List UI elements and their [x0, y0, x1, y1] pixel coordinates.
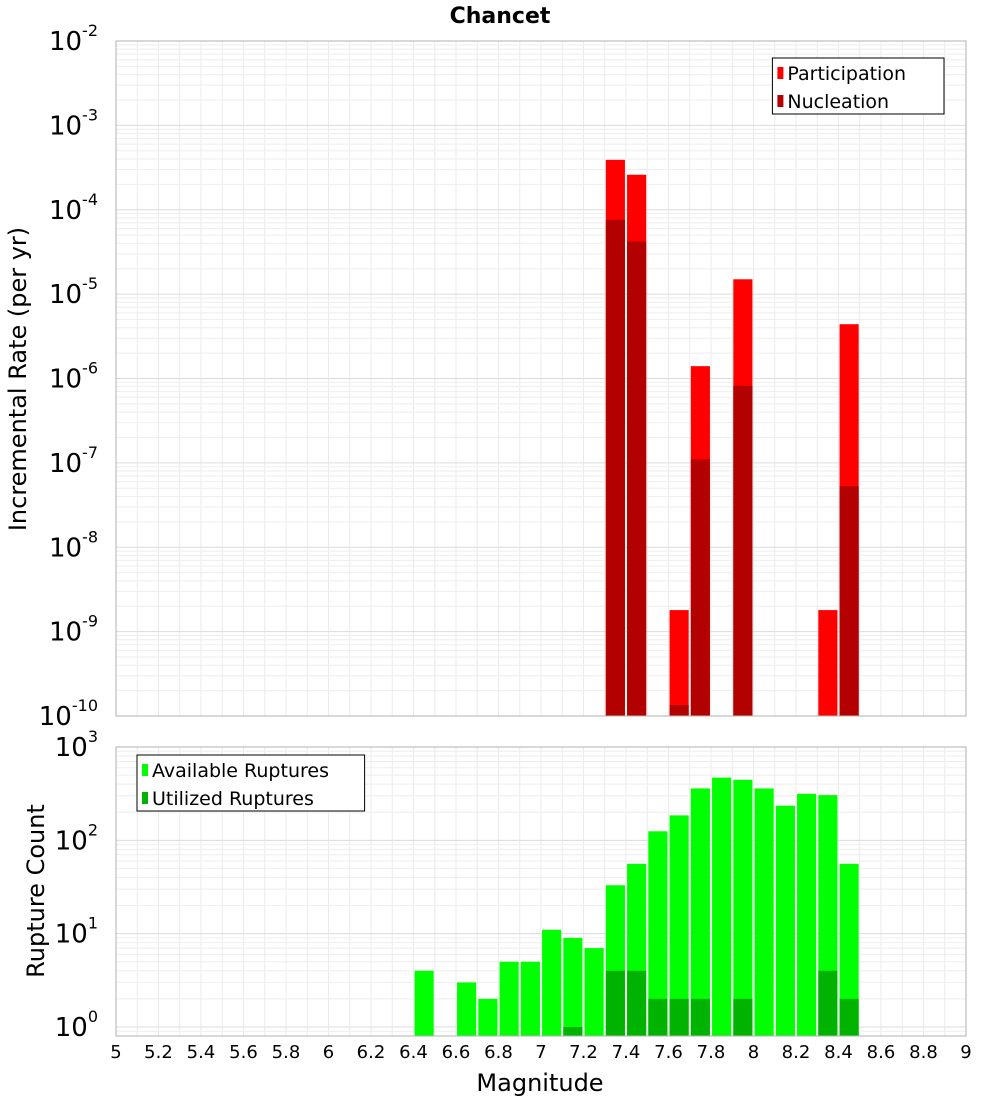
x-tick-label: 5.6 — [229, 1042, 258, 1063]
count-bar-front — [733, 998, 753, 1036]
count-bar-back — [648, 831, 668, 1036]
count-bar-back — [542, 929, 562, 1036]
rate-bar-back — [818, 610, 838, 716]
x-tick-label: 6.4 — [399, 1042, 428, 1063]
rate-y-tick-label: 10-7 — [49, 443, 98, 479]
incremental-rate-panel: 10-2 10-3 10-4 10-5 10-6 10-7 10-8 10-9 10-10 Par… — [39, 21, 967, 732]
count-bar-back — [414, 970, 434, 1036]
x-tick-label: 8 — [748, 1042, 759, 1063]
count-y-tick-label: 103 — [55, 727, 98, 763]
x-tick-label: 7.6 — [654, 1042, 683, 1063]
rate-legend-box — [771, 57, 945, 115]
count-bar-front — [669, 998, 689, 1036]
x-tick-label: 8.8 — [909, 1042, 938, 1063]
rate-bar-front — [733, 385, 753, 716]
rate-y-tick-label: 10-9 — [49, 612, 98, 648]
count-legend-label: Utilized Ruptures — [152, 788, 314, 810]
count-legend-label: Available Ruptures — [152, 760, 329, 782]
rate-y-tick-label: 10-4 — [49, 190, 98, 226]
count-bar-front — [627, 970, 647, 1036]
count-bar-back — [584, 948, 604, 1036]
chart-title: Chancet — [450, 4, 551, 29]
count-y-tick-label: 100 — [55, 1007, 98, 1043]
top-y-axis-label: Incremental Rate (per yr) — [4, 227, 32, 531]
rate-bar-front — [690, 459, 710, 716]
rate-bar-front — [839, 486, 859, 716]
count-bar-front — [690, 998, 710, 1036]
count-bar-back — [797, 793, 817, 1036]
rate-plot-frame — [115, 40, 967, 717]
count-bar-front — [839, 998, 859, 1036]
count-bar-back — [669, 815, 689, 1036]
count-legend-swatch — [142, 764, 148, 776]
rate-y-tick-label: 10-8 — [49, 527, 98, 563]
count-bar-back — [775, 805, 795, 1036]
x-tick-label: 5.2 — [144, 1042, 173, 1063]
rate-y-tick-label: 10-10 — [39, 696, 98, 732]
rate-y-tick-label: 10-3 — [49, 105, 98, 141]
x-tick-label: 5.4 — [187, 1042, 216, 1063]
x-tick-label: 7 — [535, 1042, 546, 1063]
count-bar-back — [690, 788, 710, 1036]
x-tick-label: 7.4 — [612, 1042, 641, 1063]
x-tick-label: 8.4 — [824, 1042, 853, 1063]
count-plot-frame — [115, 746, 967, 1037]
count-bar-front — [818, 970, 838, 1036]
rate-y-tick-label: 10-6 — [49, 359, 98, 395]
x-tick-label: 5 — [110, 1042, 121, 1063]
count-y-tick-label: 102 — [55, 820, 98, 856]
x-tick-label: 6.6 — [442, 1042, 471, 1063]
count-bar-back — [733, 779, 753, 1036]
x-tick-label: 9 — [960, 1042, 971, 1063]
rate-legend-label: Nucleation — [787, 91, 889, 113]
count-bar-back — [457, 982, 477, 1036]
x-tick-label: 6 — [323, 1042, 334, 1063]
count-legend-swatch — [142, 792, 148, 804]
x-tick-label: 8.2 — [782, 1042, 811, 1063]
rate-legend-label: Participation — [787, 63, 906, 85]
count-bar-back — [563, 937, 583, 1036]
count-bar-front — [605, 970, 625, 1036]
x-tick-label: 6.2 — [357, 1042, 386, 1063]
count-bar-back — [499, 961, 519, 1036]
count-bar-back — [839, 863, 859, 1036]
rate-legend-swatch — [777, 67, 784, 79]
count-bar-back — [478, 998, 498, 1036]
rate-legend-swatch — [777, 95, 784, 107]
x-tick-label: 6.8 — [484, 1042, 513, 1063]
rate-bar-front — [669, 705, 689, 716]
rate-bar-front — [605, 219, 625, 717]
x-tick-label: 5.8 — [272, 1042, 301, 1063]
count-bar-front — [563, 1026, 583, 1036]
rate-y-tick-label: 10-2 — [49, 21, 98, 57]
rate-bar-front — [627, 241, 647, 717]
count-legend-box — [136, 754, 366, 812]
rate-bar-back — [669, 610, 689, 716]
count-bar-back — [520, 961, 540, 1036]
count-bar-front — [648, 998, 668, 1036]
x-axis-label: Magnitude — [476, 1069, 603, 1097]
x-tick-label: 7.8 — [697, 1042, 726, 1063]
bottom-y-axis-label: Rupture Count — [22, 804, 50, 978]
rate-legend: Participation Nucleation — [771, 57, 945, 115]
count-y-tick-label: 101 — [55, 914, 98, 950]
count-bar-back — [712, 777, 732, 1036]
count-bar-back — [754, 788, 774, 1036]
count-legend: Available Ruptures Utilized Ruptures — [136, 754, 366, 812]
x-tick-label: 8.6 — [867, 1042, 896, 1063]
x-tick-label: 7.2 — [569, 1042, 598, 1063]
rate-y-tick-label: 10-5 — [49, 274, 98, 310]
rupture-count-panel: 103 102 101 100 Available Ruptures Utilized R… — [55, 727, 972, 1063]
